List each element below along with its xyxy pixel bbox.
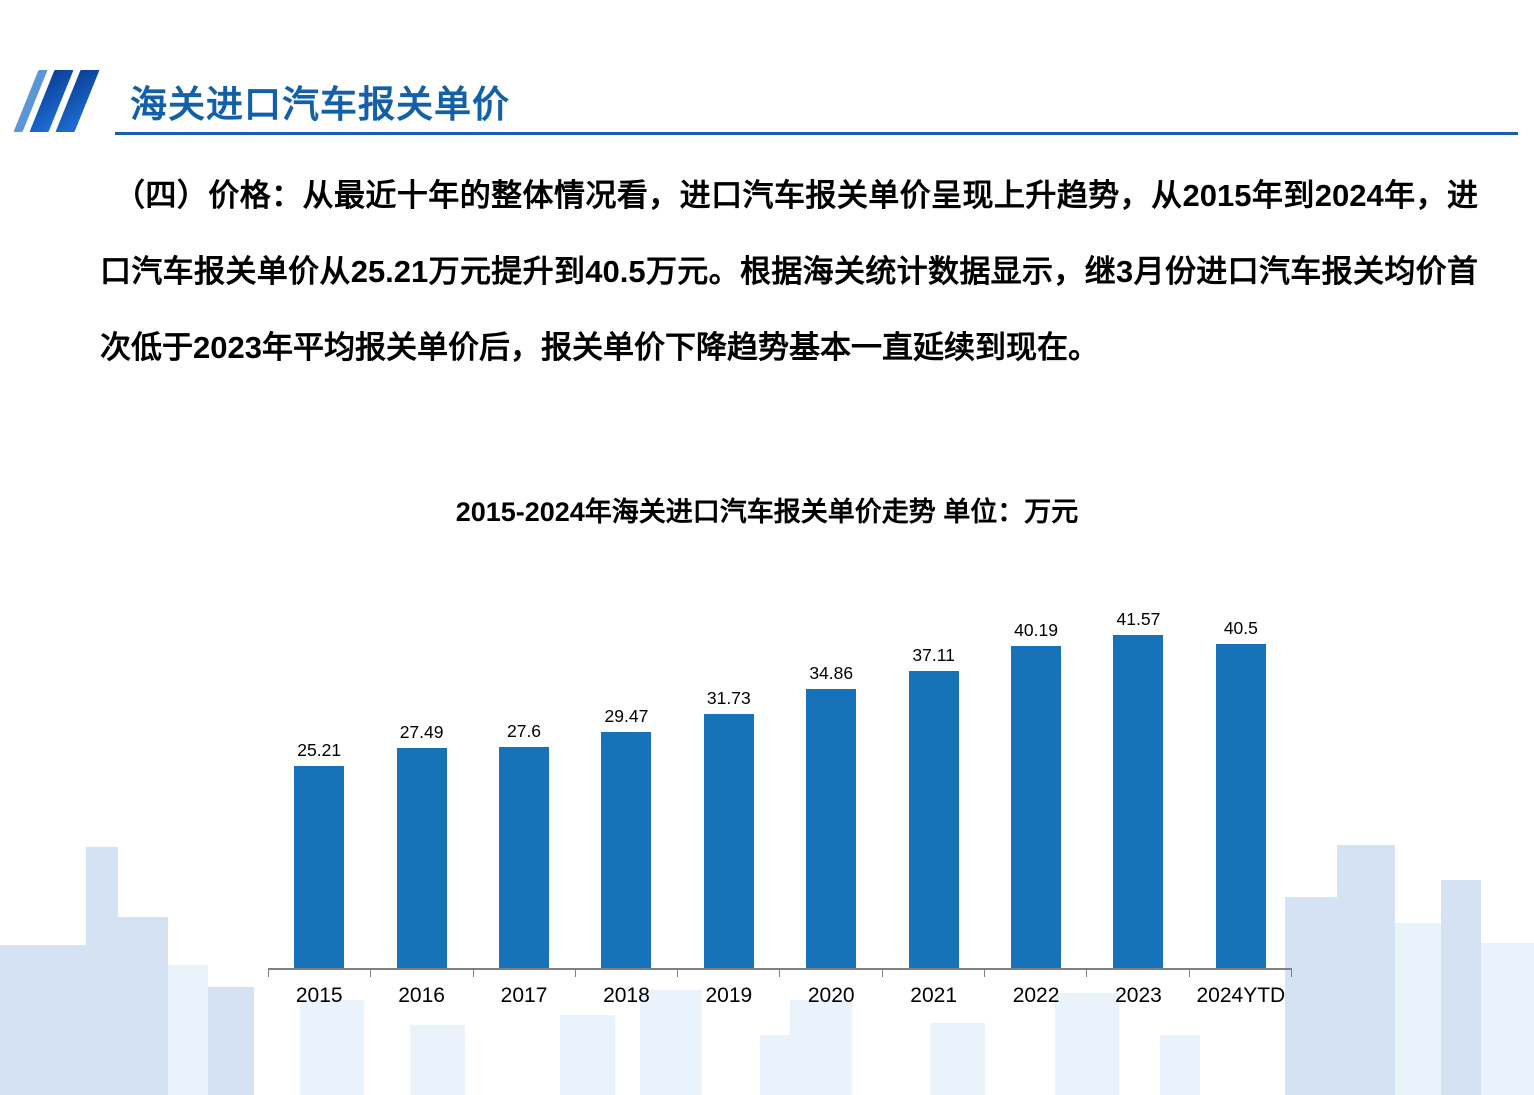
bar [908, 671, 959, 968]
bar [294, 766, 345, 968]
axis-tick [472, 970, 575, 977]
category-label: 2018 [603, 984, 650, 1007]
bar-column: 27.6 [473, 721, 575, 968]
axis-tick [574, 970, 677, 977]
bar-column: 41.57 [1087, 609, 1189, 968]
slide-logo [13, 70, 100, 132]
bar-column: 40.5 [1190, 618, 1292, 968]
bar-value-label: 29.47 [604, 706, 649, 726]
axis-tick [268, 970, 370, 977]
axis-tick [1086, 970, 1188, 977]
bar-value-label: 40.5 [1223, 618, 1258, 638]
category-label: 2019 [705, 984, 753, 1007]
category-label: 2022 [1012, 984, 1060, 1007]
bar [1215, 644, 1266, 968]
axis-tick [779, 970, 881, 977]
bar-column: 31.73 [678, 688, 780, 968]
axis-ticks [268, 970, 1292, 977]
axis-tick [677, 970, 779, 977]
bar [703, 714, 754, 968]
bar [1011, 646, 1062, 968]
header-divider [115, 132, 1518, 135]
skyline-decoration [0, 835, 1534, 1095]
bars-row: 25.21 27.49 27.6 29.47 31.73 34.86 37.11 40.19 4… [268, 596, 1292, 970]
category-label: 2016 [398, 984, 445, 1007]
bar-value-label: 27.49 [399, 722, 444, 742]
bar-chart: 25.21 27.49 27.6 29.47 31.73 34.86 37.11 40.19 4… [268, 596, 1292, 1008]
bar-column: 37.11 [882, 645, 984, 968]
bar [1113, 635, 1164, 968]
bar-value-label: 40.19 [1014, 620, 1058, 640]
body-paragraph: （四）价格：从最近十年的整体情况看，进口汽车报关单价呈现上升趋势，从2015年到… [100, 178, 1478, 365]
category-label: 2020 [807, 984, 855, 1007]
category-label: 2015 [295, 984, 343, 1007]
axis-tick [370, 970, 472, 977]
bar-column: 29.47 [575, 706, 677, 968]
axis-tick [984, 970, 1086, 977]
bar-column: 25.21 [268, 740, 370, 968]
category-label: 2021 [910, 984, 957, 1007]
bar-column: 27.49 [370, 722, 472, 968]
bar-value-label: 31.73 [706, 688, 751, 708]
bar [396, 748, 447, 968]
bar-value-label: 25.21 [297, 740, 342, 760]
category-label: 2024YTD [1196, 984, 1286, 1007]
chart-title: 2015-2024年海关进口汽车报关单价走势 单位：万元 [455, 497, 1079, 527]
bar-value-label: 37.11 [912, 645, 955, 665]
bar-value-label: 34.86 [809, 663, 854, 683]
bar-column: 40.19 [985, 620, 1087, 968]
bar-column: 34.86 [780, 663, 882, 968]
bar [806, 689, 857, 968]
category-label: 2017 [500, 984, 548, 1007]
axis-tick [1188, 970, 1291, 977]
page-title: 海关进口汽车报关单价 [130, 84, 510, 125]
category-labels: 2015 2016 2017 2018 2019 2020 2021 2022 2023 2024… [268, 977, 1292, 1008]
bar [499, 747, 550, 968]
bar [601, 732, 652, 968]
axis-tick [881, 970, 984, 977]
bar-value-label: 41.57 [1116, 609, 1161, 629]
category-label: 2023 [1115, 984, 1162, 1007]
bar-value-label: 27.6 [506, 721, 542, 741]
